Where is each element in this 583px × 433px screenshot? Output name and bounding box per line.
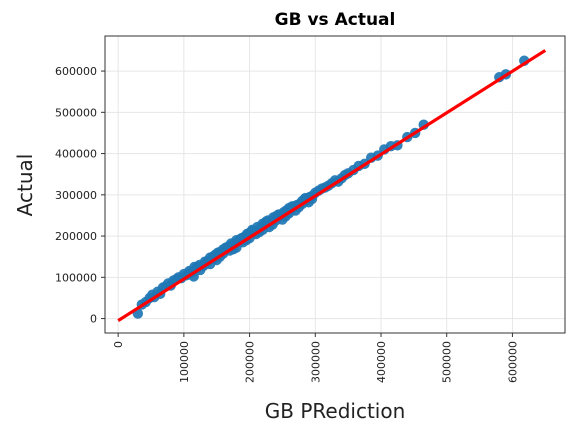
x-tick-label: 300000	[309, 341, 322, 383]
x-axis: 0 100000 200000 300000 400000 500000 600000	[112, 333, 519, 383]
x-tick-label: 400000	[375, 341, 388, 383]
fit-line	[117, 49, 547, 322]
plot-frame	[104, 35, 566, 334]
y-tick-label: 0	[90, 313, 97, 326]
y-tick-label: 400000	[55, 148, 97, 161]
y-tick-label: 200000	[55, 230, 97, 243]
x-tick-label: 0	[112, 341, 125, 348]
x-axis-label: GB PRediction	[265, 399, 406, 423]
y-tick-label: 500000	[55, 106, 97, 119]
y-axis: 0 100000 200000 300000 400000 500000 600000	[55, 65, 105, 326]
fit-line-layer	[117, 49, 547, 322]
y-tick-label: 100000	[55, 271, 97, 284]
x-tick-label: 200000	[244, 341, 257, 383]
x-tick-label: 100000	[178, 341, 191, 383]
y-tick-label: 600000	[55, 65, 97, 78]
y-axis-label: Actual	[13, 154, 37, 217]
x-tick-label: 600000	[506, 341, 519, 383]
y-tick-label: 300000	[55, 189, 97, 202]
x-tick-label: 500000	[441, 341, 454, 383]
chart-title: GB vs Actual	[275, 10, 396, 30]
